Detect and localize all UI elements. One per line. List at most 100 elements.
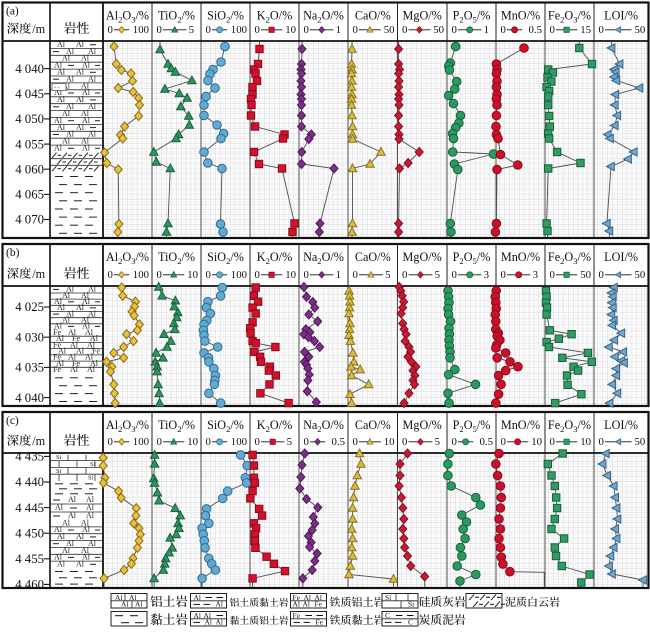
svg-text:MnO/%: MnO/% (501, 9, 540, 23)
svg-text:Al: Al (76, 347, 85, 356)
svg-text:Si: Si (408, 600, 414, 609)
svg-text:Al: Al (62, 81, 71, 90)
svg-text:LOI/%: LOI/% (604, 250, 638, 264)
svg-text:4 455: 4 455 (15, 552, 44, 566)
svg-text:Al2​O3​/%: Al2​O3​/% (106, 9, 149, 25)
svg-text:/m: /m (32, 267, 45, 281)
svg-text:Al: Al (82, 322, 91, 331)
svg-text:Al: Al (54, 525, 63, 534)
svg-text:Al: Al (87, 340, 96, 349)
svg-text:0: 0 (157, 24, 162, 36)
svg-text:K2​O/%: K2​O/% (257, 250, 292, 266)
svg-text:Al: Al (204, 611, 211, 620)
svg-text:Al: Al (62, 291, 71, 300)
svg-text:3: 3 (533, 269, 538, 281)
svg-text:Al: Al (135, 600, 142, 609)
svg-text:Fe: Fe (53, 365, 61, 374)
svg-text:0: 0 (108, 436, 113, 448)
svg-text:Al2​O3​/%: Al2​O3​/% (106, 250, 149, 266)
svg-text:0: 0 (550, 24, 555, 36)
svg-text:P2​O5​/%: P2​O5​/% (453, 9, 491, 25)
svg-text:SiO2​/%: SiO2​/% (207, 9, 244, 25)
svg-text:Al: Al (70, 340, 79, 349)
svg-text:10: 10 (285, 269, 296, 281)
svg-text:15: 15 (580, 24, 591, 36)
svg-text:0: 0 (501, 436, 506, 448)
svg-text:Al: Al (57, 303, 66, 312)
svg-text:(b): (b) (6, 247, 20, 259)
svg-text:Al: Al (66, 285, 75, 294)
svg-text:5: 5 (287, 436, 292, 448)
svg-text:Al: Al (82, 297, 91, 306)
svg-text:4 030: 4 030 (15, 330, 44, 344)
svg-text:0: 0 (304, 24, 309, 36)
svg-text:Al: Al (88, 309, 97, 318)
svg-text:0: 0 (550, 269, 555, 281)
svg-text:Si: Si (56, 468, 62, 475)
svg-text:Al: Al (54, 297, 63, 306)
svg-text:Al: Al (90, 359, 99, 368)
svg-text:Al: Al (62, 137, 71, 146)
svg-text:0: 0 (206, 436, 211, 448)
svg-text:Al2​O3​/%: Al2​O3​/% (106, 418, 149, 434)
svg-text:10: 10 (384, 436, 395, 448)
svg-text:0: 0 (402, 269, 407, 281)
svg-text:Al: Al (293, 600, 300, 609)
svg-text:Fe: Fe (92, 347, 100, 356)
svg-text:10: 10 (187, 436, 198, 448)
svg-text:0: 0 (501, 24, 506, 36)
svg-text:CaO/%: CaO/% (355, 418, 391, 432)
svg-text:Al: Al (81, 81, 90, 90)
svg-text:SiO2​/%: SiO2​/% (207, 250, 244, 266)
svg-text:Al: Al (66, 74, 75, 83)
svg-text:Al: Al (194, 593, 201, 602)
svg-text:(a): (a) (6, 6, 19, 18)
svg-text:0: 0 (599, 24, 604, 36)
svg-text:Al: Al (54, 553, 63, 562)
svg-text:Si: Si (90, 461, 96, 468)
svg-text:LOI/%: LOI/% (604, 418, 638, 432)
svg-text:TiO2​/%: TiO2​/% (158, 9, 195, 25)
svg-text:5: 5 (435, 436, 440, 448)
svg-text:3: 3 (484, 269, 489, 281)
svg-text:1: 1 (336, 24, 341, 36)
svg-text:Al: Al (90, 334, 99, 343)
svg-text:MgO/%: MgO/% (403, 9, 442, 23)
svg-text:Al: Al (57, 68, 66, 77)
svg-text:Al: Al (86, 511, 95, 520)
svg-text:Al: Al (57, 95, 66, 104)
svg-text:Al: Al (82, 525, 91, 534)
svg-text:Al: Al (81, 546, 90, 555)
svg-text:Al: Al (82, 144, 91, 153)
svg-text:100: 100 (231, 24, 247, 36)
svg-text:0.5: 0.5 (332, 436, 346, 448)
svg-text:0: 0 (206, 269, 211, 281)
svg-text:MgO/%: MgO/% (403, 418, 442, 432)
svg-text:Al: Al (76, 303, 85, 312)
svg-text:Al: Al (85, 328, 94, 337)
svg-text:Al: Al (54, 116, 63, 125)
svg-text:5: 5 (189, 24, 194, 36)
svg-text:Si: Si (56, 454, 62, 461)
svg-text:0: 0 (255, 436, 260, 448)
svg-text:0: 0 (599, 436, 604, 448)
svg-text:10: 10 (580, 436, 591, 448)
svg-text:Al: Al (304, 593, 311, 602)
svg-text:C: C (385, 611, 390, 620)
svg-text:Al: Al (76, 532, 85, 541)
svg-text:0.5: 0.5 (480, 436, 494, 448)
svg-text:Fe: Fe (315, 600, 323, 609)
svg-text:LOI/%: LOI/% (604, 9, 638, 23)
svg-text:Al: Al (81, 316, 90, 325)
svg-text:Al: Al (57, 123, 66, 132)
svg-text:Al: Al (81, 109, 90, 118)
svg-text:/m: /m (32, 434, 45, 448)
svg-text:Al: Al (54, 144, 63, 153)
svg-text:4 450: 4 450 (15, 526, 44, 540)
svg-text:Al: Al (88, 285, 97, 294)
svg-text:0: 0 (452, 436, 457, 448)
svg-text:TiO2​/%: TiO2​/% (158, 418, 195, 434)
svg-text:CaO/%: CaO/% (355, 9, 391, 23)
svg-text:50: 50 (580, 269, 591, 281)
svg-text:0: 0 (206, 24, 211, 36)
